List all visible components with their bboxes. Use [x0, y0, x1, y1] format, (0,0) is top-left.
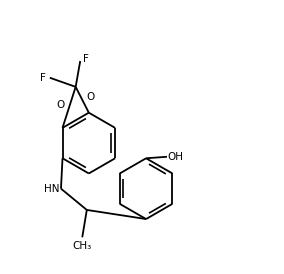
- Text: HN: HN: [43, 184, 59, 194]
- Text: CH₃: CH₃: [73, 241, 92, 251]
- Text: F: F: [83, 54, 89, 64]
- Text: OH: OH: [168, 152, 184, 162]
- Text: O: O: [87, 92, 95, 102]
- Text: F: F: [40, 73, 46, 83]
- Text: O: O: [57, 100, 65, 110]
